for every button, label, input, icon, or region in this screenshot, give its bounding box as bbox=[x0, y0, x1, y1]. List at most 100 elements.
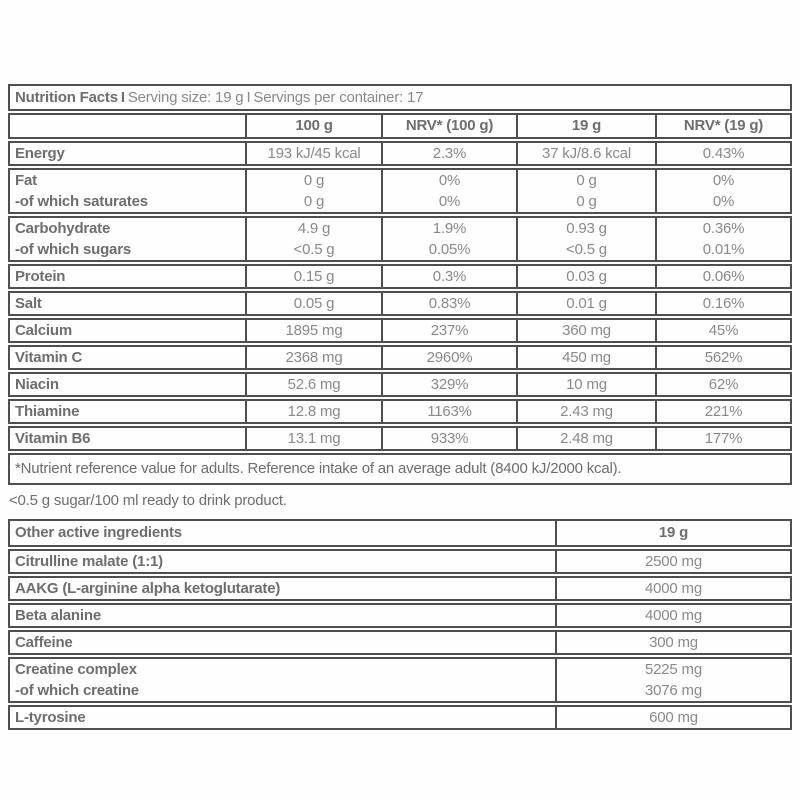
table-row: AAKG (L-arginine alpha ketoglutarate) 400… bbox=[10, 578, 790, 599]
row-value: 329% bbox=[381, 374, 516, 395]
row-value: 2.48 mg bbox=[516, 428, 655, 449]
ingredients-header-value: 19 g bbox=[555, 521, 790, 545]
row-value: 0.43% bbox=[655, 143, 790, 164]
row-value: 0 g bbox=[516, 191, 655, 212]
row-value: <0.5 g bbox=[516, 239, 655, 260]
row-value: 221% bbox=[655, 401, 790, 422]
row-label: Caffeine bbox=[15, 634, 73, 651]
table-row: Energy 193 kJ/45 kcal 2.3% 37 kJ/8.6 kcal 0.… bbox=[10, 143, 790, 164]
row-value: 0 g bbox=[516, 170, 655, 191]
title-separator: I bbox=[246, 89, 251, 106]
row-value: 0.05% bbox=[381, 239, 516, 260]
row-group: Calcium 1895 mg 237% 360 mg 45% bbox=[8, 318, 792, 343]
row-label: Salt bbox=[15, 295, 42, 312]
row-value: 2.3% bbox=[381, 143, 516, 164]
row-group: Niacin 52.6 mg 329% 10 mg 62% bbox=[8, 372, 792, 397]
label-content: Nutrition Facts I Serving size: 19 g I Servi… bbox=[8, 84, 792, 732]
row-value: 2960% bbox=[381, 347, 516, 368]
row-label: Protein bbox=[15, 268, 66, 285]
serving-size-text: Serving size: 19 g bbox=[127, 89, 244, 106]
row-value: <0.5 g bbox=[245, 239, 381, 260]
row-value: 0.93 g bbox=[516, 218, 655, 239]
row-value: 450 mg bbox=[516, 347, 655, 368]
row-label: Vitamin B6 bbox=[15, 430, 91, 447]
row-label: Vitamin C bbox=[15, 349, 83, 366]
row-value: 933% bbox=[381, 428, 516, 449]
nutrition-facts-title: Nutrition Facts bbox=[15, 89, 118, 106]
row-label: Calcium bbox=[15, 322, 72, 339]
row-label: Carbohydrate bbox=[15, 220, 111, 237]
row-label: Citrulline malate (1:1) bbox=[15, 553, 163, 570]
table-row: -of which saturates 0 g 0% 0 g 0% bbox=[10, 191, 790, 212]
row-value: 4.9 g bbox=[245, 218, 381, 239]
row-value: 0% bbox=[655, 191, 790, 212]
row-value: 12.8 mg bbox=[245, 401, 381, 422]
row-value: 2368 mg bbox=[245, 347, 381, 368]
table-row: Creatine complex 5225 mg bbox=[10, 659, 790, 680]
row-value: 13.1 mg bbox=[245, 428, 381, 449]
row-group: Carbohydrate 4.9 g 1.9% 0.93 g 0.36% -of whic… bbox=[8, 216, 792, 262]
column-header-100g: 100 g bbox=[245, 115, 381, 137]
row-group: Citrulline malate (1:1) 2500 mg bbox=[8, 549, 792, 574]
row-value: 45% bbox=[655, 320, 790, 341]
row-value: 0.16% bbox=[655, 293, 790, 314]
row-value: 193 kJ/45 kcal bbox=[245, 143, 381, 164]
row-value: 0.06% bbox=[655, 266, 790, 287]
table-row: Fat 0 g 0% 0 g 0% bbox=[10, 170, 790, 191]
row-group: Fat 0 g 0% 0 g 0% -of which saturates 0 g 0% 0 g… bbox=[8, 168, 792, 214]
row-value: 4000 mg bbox=[555, 578, 790, 599]
row-value: 0% bbox=[381, 191, 516, 212]
column-header-empty bbox=[10, 115, 245, 137]
row-value: 237% bbox=[381, 320, 516, 341]
row-label: -of which saturates bbox=[15, 193, 148, 210]
row-label: AAKG (L-arginine alpha ketoglutarate) bbox=[15, 580, 281, 597]
table-row: Niacin 52.6 mg 329% 10 mg 62% bbox=[10, 374, 790, 395]
row-label: -of which creatine bbox=[15, 682, 139, 699]
nutrition-facts-title-bar: Nutrition Facts I Serving size: 19 g I Servi… bbox=[8, 84, 792, 111]
row-value: 0.01% bbox=[655, 239, 790, 260]
table-row: Citrulline malate (1:1) 2500 mg bbox=[10, 551, 790, 572]
column-header-19g: 19 g bbox=[516, 115, 655, 137]
row-value: 0.36% bbox=[655, 218, 790, 239]
row-value: 3076 mg bbox=[555, 680, 790, 701]
column-header-nrv-19g: NRV* (19 g) bbox=[655, 115, 790, 137]
nutrition-rows: Energy 193 kJ/45 kcal 2.3% 37 kJ/8.6 kcal 0.… bbox=[8, 141, 792, 451]
row-value: 37 kJ/8.6 kcal bbox=[516, 143, 655, 164]
table-row: Calcium 1895 mg 237% 360 mg 45% bbox=[10, 320, 790, 341]
row-value: 0.05 g bbox=[245, 293, 381, 314]
row-group: Thiamine 12.8 mg 1163% 2.43 mg 221% bbox=[8, 399, 792, 424]
column-header-row: 100 g NRV* (100 g) 19 g NRV* (19 g) bbox=[10, 115, 790, 137]
row-label: -of which sugars bbox=[15, 241, 131, 258]
row-value: 360 mg bbox=[516, 320, 655, 341]
table-row: -of which creatine 3076 mg bbox=[10, 680, 790, 701]
row-label: L-tyrosine bbox=[15, 709, 86, 726]
row-value: 0.83% bbox=[381, 293, 516, 314]
table-row: Salt 0.05 g 0.83% 0.01 g 0.16% bbox=[10, 293, 790, 314]
row-value: 0.3% bbox=[381, 266, 516, 287]
row-label: Niacin bbox=[15, 376, 59, 393]
title-separator: I bbox=[120, 89, 125, 106]
row-value: 52.6 mg bbox=[245, 374, 381, 395]
table-row: Thiamine 12.8 mg 1163% 2.43 mg 221% bbox=[10, 401, 790, 422]
row-group: Protein 0.15 g 0.3% 0.03 g 0.06% bbox=[8, 264, 792, 289]
row-value: 2.43 mg bbox=[516, 401, 655, 422]
row-value: 62% bbox=[655, 374, 790, 395]
row-value: 0.01 g bbox=[516, 293, 655, 314]
row-label: Creatine complex bbox=[15, 661, 137, 678]
sugar-note: <0.5 g sugar/100 ml ready to drink produ… bbox=[9, 492, 287, 509]
other-ingredients-table: Other active ingredients 19 g Citrulline… bbox=[8, 519, 792, 730]
row-value: 0% bbox=[381, 170, 516, 191]
row-group: L-tyrosine 600 mg bbox=[8, 705, 792, 730]
row-group: Vitamin C 2368 mg 2960% 450 mg 562% bbox=[8, 345, 792, 370]
row-group: Energy 193 kJ/45 kcal 2.3% 37 kJ/8.6 kcal 0.… bbox=[8, 141, 792, 166]
table-row: -of which sugars <0.5 g 0.05% <0.5 g 0.01% bbox=[10, 239, 790, 260]
row-value: 0.15 g bbox=[245, 266, 381, 287]
table-row: Vitamin B6 13.1 mg 933% 2.48 mg 177% bbox=[10, 428, 790, 449]
row-group: Salt 0.05 g 0.83% 0.01 g 0.16% bbox=[8, 291, 792, 316]
row-value: 0.03 g bbox=[516, 266, 655, 287]
row-label: Beta alanine bbox=[15, 607, 101, 624]
nrv-footnote: *Nutrient reference value for adults. Re… bbox=[8, 453, 792, 485]
row-label: Fat bbox=[15, 172, 37, 189]
row-value: 1.9% bbox=[381, 218, 516, 239]
table-row: L-tyrosine 600 mg bbox=[10, 707, 790, 728]
